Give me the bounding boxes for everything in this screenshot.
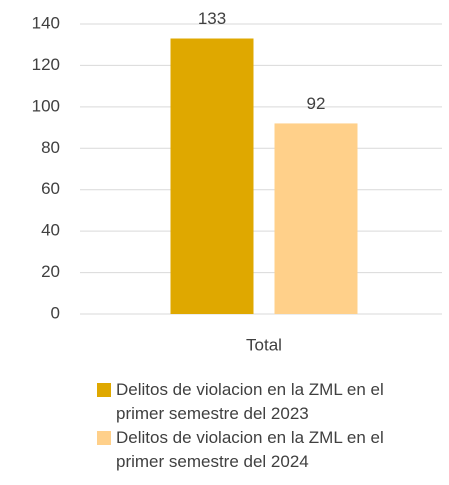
- plot: 0 20 40 60 80 100 120 140 Total 133 92: [32, 9, 442, 354]
- y-tick-label: 120: [32, 55, 60, 74]
- y-tick-label: 0: [51, 303, 60, 322]
- y-tick-label: 80: [41, 138, 60, 157]
- y-tick-label: 100: [32, 96, 60, 115]
- legend-item: Delitos de violacion en la ZML en el pri…: [97, 378, 436, 426]
- legend-swatch: [97, 383, 111, 397]
- y-tick-label: 40: [41, 221, 60, 240]
- legend-label: Delitos de violacion en la ZML en el pri…: [116, 380, 384, 423]
- data-label: 92: [307, 94, 326, 113]
- legend: Delitos de violacion en la ZML en el pri…: [97, 378, 437, 474]
- legend-swatch: [97, 431, 111, 445]
- legend-label: Delitos de violacion en la ZML en el pri…: [116, 428, 384, 471]
- x-tick-label: Total: [246, 335, 282, 354]
- bar: [170, 38, 254, 314]
- y-tick-label: 20: [41, 262, 60, 281]
- y-tick-label: 60: [41, 179, 60, 198]
- bar: [274, 123, 358, 314]
- legend-item: Delitos de violacion en la ZML en el pri…: [97, 426, 436, 474]
- y-tick-label: 140: [32, 13, 60, 32]
- data-label: 133: [198, 9, 226, 28]
